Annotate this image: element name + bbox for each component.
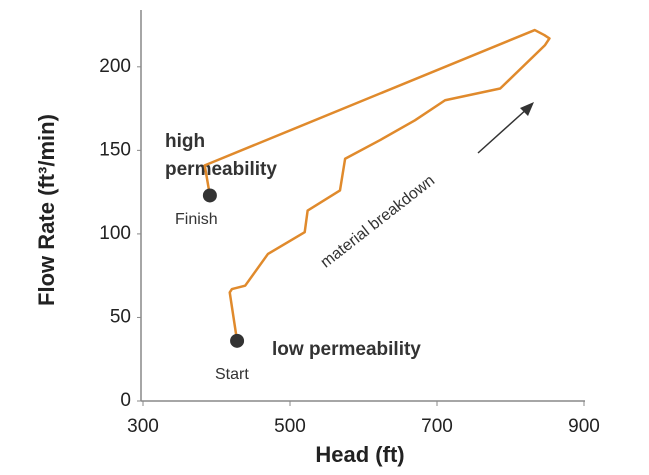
y-tick-label: 200 (99, 56, 131, 77)
x-tick-label: 900 (568, 416, 600, 437)
annotation: high (165, 131, 205, 152)
annotation: material breakdown (318, 172, 439, 271)
y-tick-label: 50 (110, 306, 131, 327)
annotation: Finish (175, 211, 218, 228)
annotation: permeability (165, 159, 277, 180)
data-line (203, 28, 551, 342)
endpoint-marker (230, 333, 245, 348)
x-tick-label: 300 (127, 416, 159, 437)
x-tick-label: 500 (274, 416, 306, 437)
y-axis-label: Flow Rate (ft³/min) (34, 114, 59, 306)
annotation: low permeability (272, 339, 421, 360)
y-tick-label: 0 (120, 390, 131, 411)
arrow (477, 107, 529, 154)
annotation: Start (215, 366, 249, 383)
y-tick-label: 150 (99, 139, 131, 160)
x-tick-label: 700 (421, 416, 453, 437)
endpoint-marker (202, 188, 217, 203)
arrow-head (520, 102, 534, 116)
x-axis-label: Head (ft) (315, 442, 404, 467)
y-tick-label: 100 (99, 223, 131, 244)
